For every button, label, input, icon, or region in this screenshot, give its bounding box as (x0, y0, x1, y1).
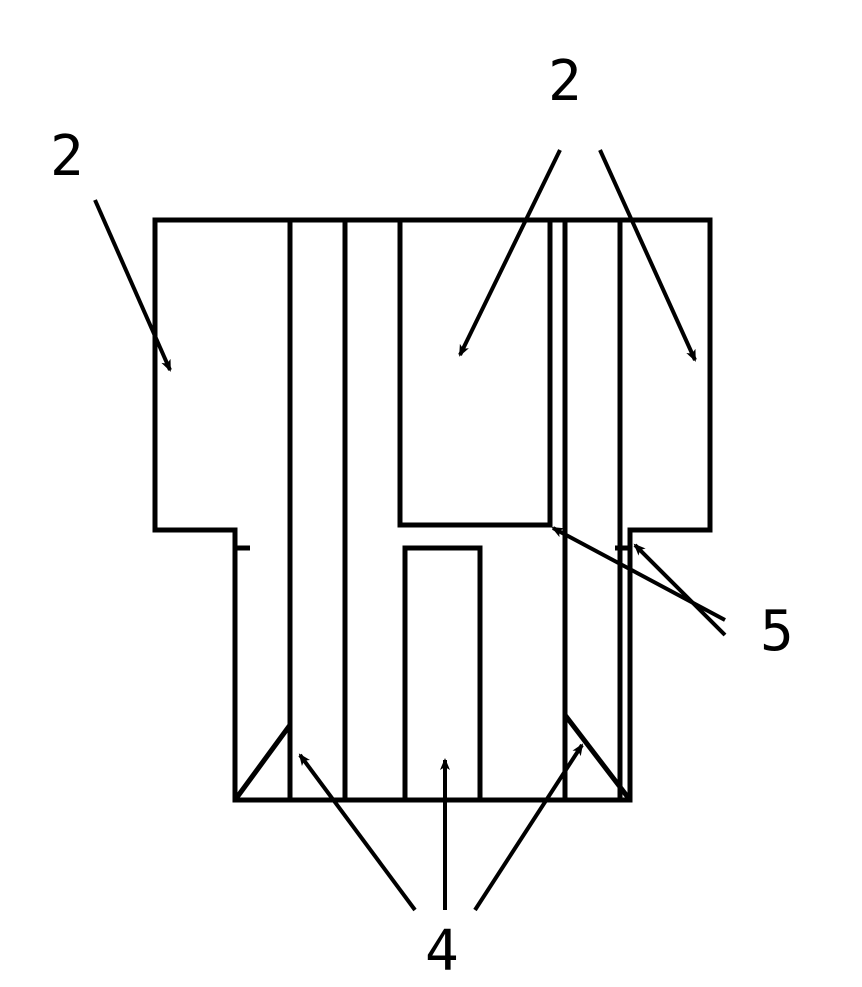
arrow-4-c (475, 745, 582, 910)
arrow-2-left (95, 200, 170, 370)
arrow-4-a (300, 755, 415, 910)
inner-rect-center-upper (400, 220, 550, 525)
arrow-5-b (635, 545, 725, 635)
label-2-left: 2 (50, 124, 84, 189)
arrow-2-top-a (460, 150, 560, 355)
label-2-top: 2 (548, 49, 582, 114)
engineering-diagram: 2 2 5 4 (0, 0, 862, 987)
arrow-5-a (553, 528, 725, 620)
label-4: 4 (425, 919, 459, 984)
label-5: 5 (760, 599, 794, 664)
inner-rect-center-lower (405, 548, 480, 800)
main-body-outline (155, 220, 710, 800)
arrow-2-top-b (600, 150, 695, 360)
inner-column-left (290, 220, 345, 800)
diagonal-left (235, 725, 290, 800)
inner-column-right (565, 220, 620, 800)
